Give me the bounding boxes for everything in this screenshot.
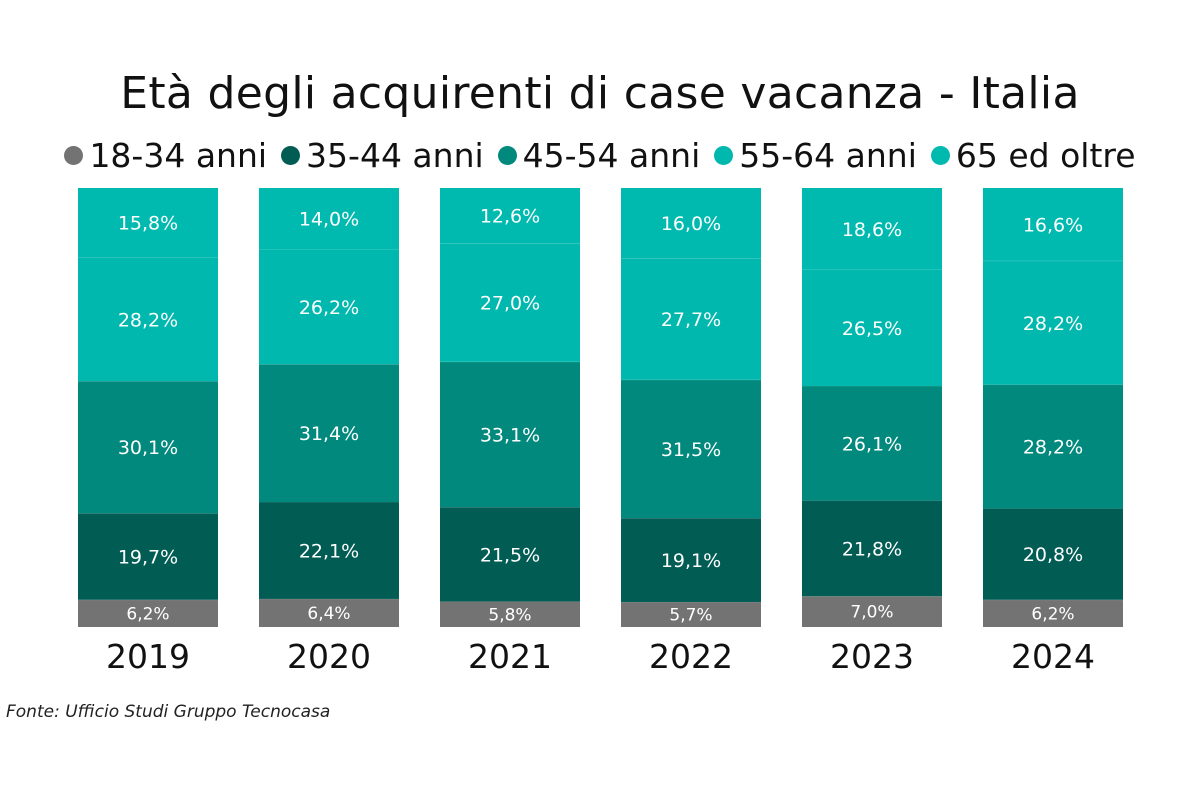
data-labels-layer: 6,2% 19,7% 30,1% 28,2% 15,8% 6,4% 22,1% 31,4% 26…: [118, 206, 1083, 626]
legend-label-55-64: 55-64 anni: [739, 136, 917, 175]
bar-segment-2019-35-44-anni: [78, 513, 218, 600]
legend-label-45-54: 45-54 anni: [522, 136, 701, 175]
data-label-2020-35-44-anni: 22,1%: [299, 540, 359, 562]
bar-segment-2024-45-54-anni: [983, 384, 1123, 509]
data-label-2023-65-ed-oltre: 18,6%: [842, 219, 902, 241]
legend-label-35-44: 35-44 anni: [306, 136, 484, 175]
legend-label-65-plus: 65 ed oltre: [955, 136, 1136, 175]
bar-segment-2021-65-ed-oltre: [440, 188, 580, 244]
data-label-2023-45-54-anni: 26,1%: [842, 433, 902, 455]
bar-segment-2022-35-44-anni: [621, 518, 761, 602]
bar-segment-2020-18-34-anni: [259, 598, 399, 627]
source-note: Fonte: Ufficio Studi Gruppo Tecnocasa: [6, 702, 331, 722]
bar-segment-2023-18-34-anni: [802, 596, 942, 627]
data-label-2021-35-44-anni: 21,5%: [480, 544, 540, 566]
legend-marker-55-64: [714, 146, 734, 165]
bar-segment-2022-45-54-anni: [621, 379, 761, 519]
bar-segment-2023-45-54-anni: [802, 385, 942, 501]
x-tick-label-2019: 2019: [106, 637, 190, 676]
bar-segment-2021-18-34-anni: [440, 601, 580, 627]
bar-segment-2021-35-44-anni: [440, 507, 580, 602]
data-label-2023-55-64-anni: 26,5%: [842, 318, 902, 340]
data-label-2021-65-ed-oltre: 12,6%: [480, 206, 540, 228]
data-label-2021-18-34-anni: 5,8%: [488, 605, 531, 625]
bar-segment-2024-18-34-anni: [983, 599, 1123, 627]
data-label-2022-65-ed-oltre: 16,0%: [661, 213, 721, 235]
bar-segment-2020-35-44-anni: [259, 502, 399, 599]
data-label-2024-65-ed-oltre: 16,6%: [1023, 214, 1083, 236]
legend-item-35-44: 35-44 anni: [281, 136, 484, 175]
bar-segment-2024-35-44-anni: [983, 508, 1123, 600]
data-label-2021-55-64-anni: 27,0%: [480, 293, 540, 315]
x-axis: 2019 2020 2021 2022 2023 2024: [106, 637, 1095, 676]
x-tick-label-2024: 2024: [1011, 637, 1095, 676]
legend: 18-34 anni 35-44 anni 45-54 anni 55-64 a…: [40, 136, 1160, 175]
bar-segment-2020-55-64-anni: [259, 249, 399, 365]
bar-segment-2019-55-64-anni: [78, 257, 218, 382]
data-label-2022-45-54-anni: 31,5%: [661, 439, 721, 461]
data-label-2024-18-34-anni: 6,2%: [1031, 604, 1074, 624]
legend-marker-45-54: [497, 146, 517, 165]
bar-segment-2019-45-54-anni: [78, 381, 218, 514]
bar-segment-2023-55-64-anni: [802, 269, 942, 386]
bar-segment-2021-55-64-anni: [440, 243, 580, 362]
legend-marker-18-34: [64, 146, 84, 165]
data-label-2019-55-64-anni: 28,2%: [118, 309, 178, 331]
x-tick-label-2022: 2022: [649, 637, 733, 676]
legend-marker-65-plus: [930, 146, 950, 165]
bar-segment-2021-45-54-anni: [440, 361, 580, 508]
bar-segment-2024-65-ed-oltre: [983, 188, 1123, 261]
data-label-2022-35-44-anni: 19,1%: [661, 550, 721, 572]
data-label-2020-65-ed-oltre: 14,0%: [299, 209, 359, 231]
legend-label-18-34: 18-34 anni: [89, 136, 268, 175]
data-label-2024-55-64-anni: 28,2%: [1023, 313, 1083, 335]
data-label-2024-35-44-anni: 20,8%: [1023, 544, 1083, 566]
data-label-2021-45-54-anni: 33,1%: [480, 424, 540, 446]
data-label-2019-35-44-anni: 19,7%: [118, 547, 178, 569]
legend-item-65-plus: 65 ed oltre: [930, 136, 1136, 175]
x-tick-label-2021: 2021: [468, 637, 552, 676]
bar-segment-2023-65-ed-oltre: [802, 188, 942, 270]
bars-layer: [78, 188, 1123, 627]
data-label-2019-18-34-anni: 6,2%: [126, 604, 169, 624]
data-label-2019-45-54-anni: 30,1%: [118, 437, 178, 459]
chart-title: Età degli acquirenti di case vacanza - I…: [120, 68, 1080, 119]
data-label-2022-55-64-anni: 27,7%: [661, 309, 721, 331]
bar-segment-2020-45-54-anni: [259, 364, 399, 503]
bar-segment-2022-18-34-anni: [621, 601, 761, 627]
data-label-2020-55-64-anni: 26,2%: [299, 297, 359, 319]
x-tick-label-2020: 2020: [287, 637, 371, 676]
bar-segment-2022-65-ed-oltre: [621, 188, 761, 259]
legend-item-55-64: 55-64 anni: [714, 136, 917, 175]
data-label-2024-45-54-anni: 28,2%: [1023, 437, 1083, 459]
data-label-2020-45-54-anni: 31,4%: [299, 423, 359, 445]
bar-segment-2019-18-34-anni: [78, 599, 218, 627]
data-label-2023-35-44-anni: 21,8%: [842, 538, 902, 560]
legend-item-45-54: 45-54 anni: [497, 136, 701, 175]
bar-segment-2024-55-64-anni: [983, 260, 1123, 385]
data-label-2019-65-ed-oltre: 15,8%: [118, 213, 178, 235]
bar-segment-2022-55-64-anni: [621, 258, 761, 380]
bar-segment-2019-65-ed-oltre: [78, 188, 218, 258]
data-label-2022-18-34-anni: 5,7%: [669, 605, 712, 625]
legend-item-18-34: 18-34 anni: [64, 136, 267, 175]
data-label-2023-18-34-anni: 7,0%: [850, 603, 893, 623]
legend-marker-35-44: [281, 146, 301, 165]
data-label-2020-18-34-anni: 6,4%: [307, 604, 350, 624]
bar-segment-2023-35-44-anni: [802, 500, 942, 597]
x-tick-label-2023: 2023: [830, 637, 914, 676]
bar-segment-2020-65-ed-oltre: [259, 188, 399, 250]
